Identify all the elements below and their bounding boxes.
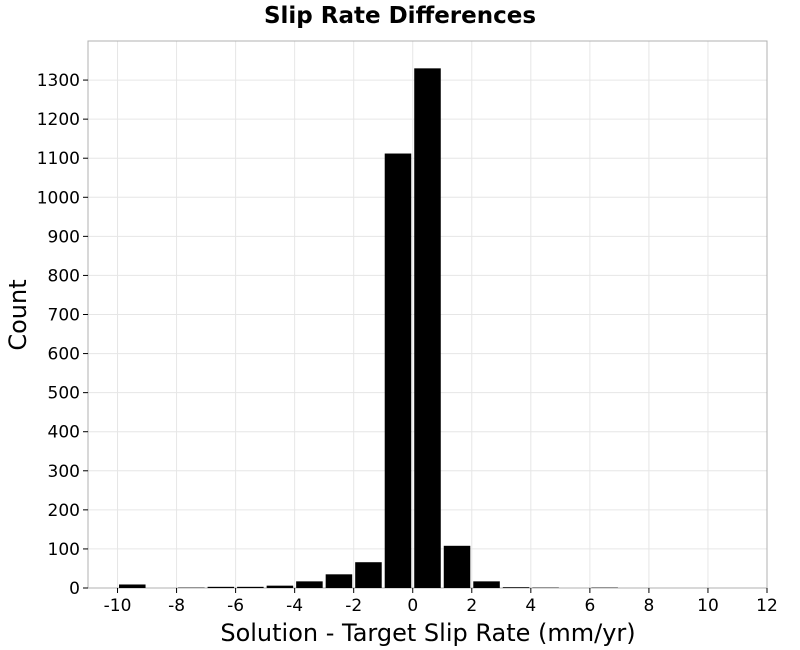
histogram-bar [414,68,441,589]
y-tick-label: 100 [48,540,80,560]
x-tick-label: -2 [345,596,362,616]
y-tick-label: 500 [48,384,80,404]
y-tick-label: 900 [48,227,80,247]
y-tick-label: 800 [48,266,80,286]
y-tick-label: 1000 [37,188,80,208]
x-axis-label: Solution - Target Slip Rate (mm/yr) [220,619,635,647]
x-tick-label: -10 [104,596,132,616]
histogram-bar [207,586,235,588]
x-tick-label: -8 [168,596,185,616]
x-tick-label: 0 [407,596,418,616]
histogram-bar [237,586,264,588]
chart-title: Slip Rate Differences [264,3,536,29]
histogram-bar [266,585,294,588]
x-axis-ticks: -10 -8 -6 -4 -2 0 2 4 6 8 10 12 [104,588,778,616]
histogram-bar [502,587,530,588]
x-tick-label: 8 [643,596,654,616]
x-tick-label: 2 [466,596,477,616]
x-tick-label: 4 [525,596,536,616]
histogram-bar [384,153,412,589]
y-tick-label: 200 [48,501,80,521]
histogram-bar [355,562,382,588]
bars [119,68,618,589]
y-tick-label: 600 [48,345,80,365]
y-axis-label: Count [4,279,32,350]
histogram-bar [473,581,500,588]
histogram-bar [296,581,323,588]
histogram-bar [119,584,146,588]
y-tick-label: 700 [48,306,80,326]
y-tick-label: 300 [48,462,80,482]
y-axis-ticks: 0 100 200 300 400 500 600 700 800 900 1000 1100 1200… [37,71,88,599]
x-tick-label: -6 [227,596,244,616]
y-tick-label: 1100 [37,149,80,169]
x-tick-label: -4 [286,596,303,616]
y-tick-label: 1200 [37,110,80,130]
x-tick-label: 10 [697,596,719,616]
histogram-bar [443,545,471,588]
y-tick-label: 400 [48,423,80,443]
histogram-bar [325,574,353,588]
y-tick-label: 0 [69,579,80,599]
x-tick-label: 6 [584,596,595,616]
y-tick-label: 1300 [37,71,80,91]
x-tick-label: 12 [756,596,778,616]
